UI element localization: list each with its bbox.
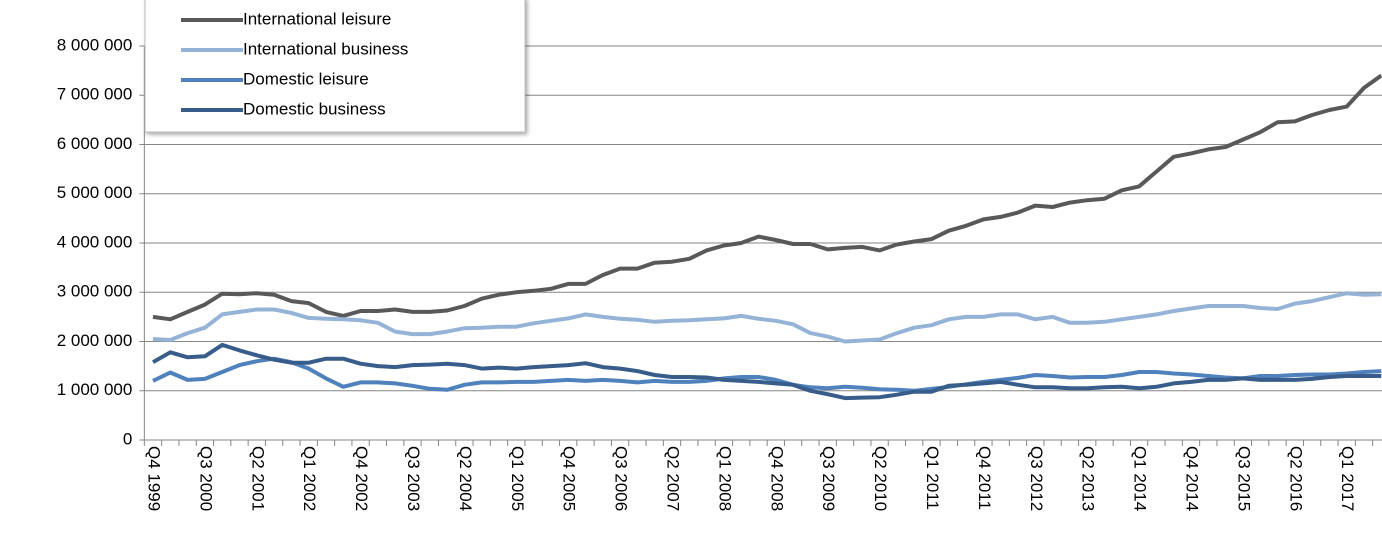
y-tick-label: 5 000 000 [57,183,133,202]
series-line [152,73,1382,322]
y-tick-label: 4 000 000 [57,232,133,251]
x-tick-label: Q3 2003 [404,446,423,511]
x-tick-label: Q2 2001 [248,446,267,511]
series-line [152,356,1382,393]
legend-label: International leisure [243,9,391,28]
x-tick-label: Q4 2002 [352,446,371,511]
y-tick-label: 1 000 000 [57,380,133,399]
series-line [152,291,1382,344]
x-tick-label: Q2 2016 [1286,446,1305,511]
legend-label: International business [243,39,408,58]
x-tick-label: Q1 2008 [715,446,734,511]
y-tick-label: 8 000 000 [57,35,133,54]
x-tick-label: Q2 2007 [664,446,683,511]
x-tick-label: Q4 2014 [1183,446,1202,511]
x-tick-label: Q2 2010 [871,446,890,511]
x-tick-label: Q1 2014 [1131,446,1150,511]
y-tick-label: 7 000 000 [57,85,133,104]
x-tick-label: Q4 2008 [767,446,786,511]
x-tick-label: Q1 2011 [923,446,942,510]
x-tick-label: Q4 2005 [560,446,579,511]
x-tick-label: Q3 2012 [1027,446,1046,511]
x-tick-label: Q1 2002 [300,446,319,511]
x-tick-label: Q3 2006 [612,446,631,511]
y-tick-label: 2 000 000 [57,331,133,350]
legend-label: Domestic business [243,99,386,118]
x-tick-label: Q2 2004 [456,446,475,511]
y-tick-label: 6 000 000 [57,134,133,153]
y-tick-label: 3 000 000 [57,282,133,301]
x-tick-label: Q3 2015 [1234,446,1253,511]
x-tick-label: Q3 2009 [819,446,838,511]
x-tick-label: Q1 2017 [1338,446,1357,511]
x-tick-label: Q2 2013 [1079,446,1098,511]
series-line [152,342,1382,401]
x-tick-label: Q4 2011 [975,446,994,510]
y-tick-label: 0 [123,429,132,448]
legend-label: Domestic leisure [243,69,369,88]
x-tick-label: Q4 1999 [145,446,164,511]
x-tick-label: Q1 2005 [508,446,527,511]
x-tick-label: Q3 2000 [196,446,215,511]
